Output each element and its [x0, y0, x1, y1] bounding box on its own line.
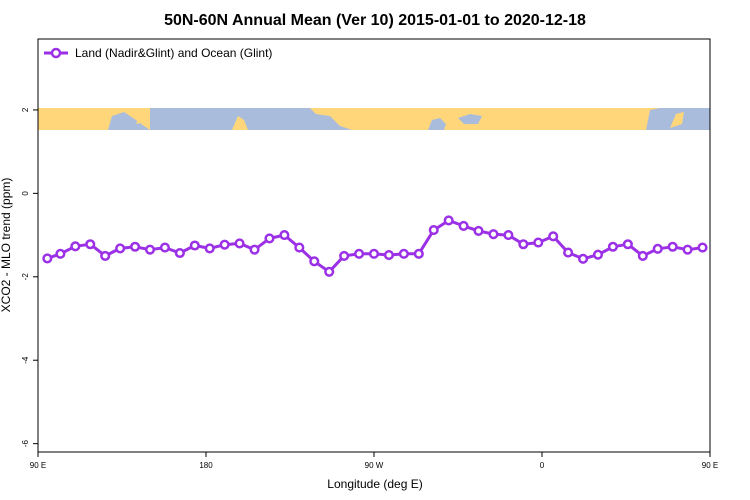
data-point [533, 237, 544, 248]
data-point [398, 248, 409, 259]
data-point [354, 248, 365, 259]
series-line [46, 219, 703, 274]
data-point [279, 230, 290, 241]
map-ocean-region [458, 114, 482, 124]
world-map-strip [38, 108, 710, 130]
data-point [473, 225, 484, 236]
data-point [264, 233, 275, 244]
data-point [458, 220, 469, 231]
data-point [234, 238, 245, 249]
data-point [637, 250, 648, 261]
data-point [413, 248, 424, 259]
x-tick-label: 180 [199, 461, 213, 470]
data-point [115, 243, 126, 254]
data-point [42, 253, 53, 264]
y-tick-label: 2 [21, 107, 30, 112]
map-land-island [136, 112, 146, 124]
data-point [383, 250, 394, 261]
data-point [518, 239, 529, 250]
x-axis-label: Longitude (deg E) [327, 477, 422, 491]
data-point [652, 243, 663, 254]
map-ocean-region [150, 108, 352, 130]
y-tick-label: -2 [21, 273, 30, 281]
data-point [578, 253, 589, 264]
data-point [443, 215, 454, 226]
data-point [622, 239, 633, 250]
series-layer [42, 215, 708, 277]
data-point [204, 243, 215, 254]
data-point [368, 248, 380, 259]
legend-marker-swatch [50, 47, 62, 59]
data-point [100, 250, 111, 261]
data-point [667, 241, 678, 252]
map-ocean-region [428, 118, 446, 130]
x-tick-label: 90 E [30, 461, 46, 470]
legend: Land (Nadir&Glint) and Ocean (Glint) [44, 46, 272, 60]
data-point [144, 244, 156, 255]
data-point [130, 241, 141, 252]
data-point [563, 247, 574, 258]
y-tick-label: -4 [21, 356, 30, 364]
data-point [85, 239, 96, 250]
y-axis: 2 0 -2 -4 -6 [21, 107, 38, 447]
data-point [503, 230, 514, 241]
x-tick-label: 90 W [365, 461, 384, 470]
x-tick-label: 90 E [702, 461, 718, 470]
y-tick-label: 0 [21, 191, 30, 196]
data-point [55, 248, 66, 259]
data-point [189, 240, 200, 251]
data-point [488, 229, 499, 240]
data-point [309, 256, 320, 267]
data-point [294, 242, 305, 253]
legend-entry: Land (Nadir&Glint) and Ocean (Glint) [75, 46, 272, 60]
data-point [428, 225, 439, 236]
data-point [697, 242, 708, 253]
chart-title: 50N-60N Annual Mean (Ver 10) 2015-01-01 … [164, 12, 586, 29]
data-point [174, 247, 185, 259]
y-axis-label: XCO2 - MLO trend (ppm) [0, 178, 13, 313]
data-point [682, 244, 693, 255]
map-land-island [670, 112, 684, 128]
map-land-island [232, 116, 248, 130]
data-point [324, 266, 335, 277]
y-tick-label: -6 [21, 440, 30, 448]
data-point [249, 244, 260, 255]
data-point [339, 250, 350, 261]
data-point [159, 242, 170, 253]
data-point [219, 239, 230, 250]
data-point [70, 241, 81, 252]
map-ocean-region [108, 112, 150, 130]
x-tick-label: 0 [540, 461, 545, 470]
data-point [607, 241, 618, 252]
data-point [548, 231, 559, 242]
data-point [592, 249, 604, 260]
